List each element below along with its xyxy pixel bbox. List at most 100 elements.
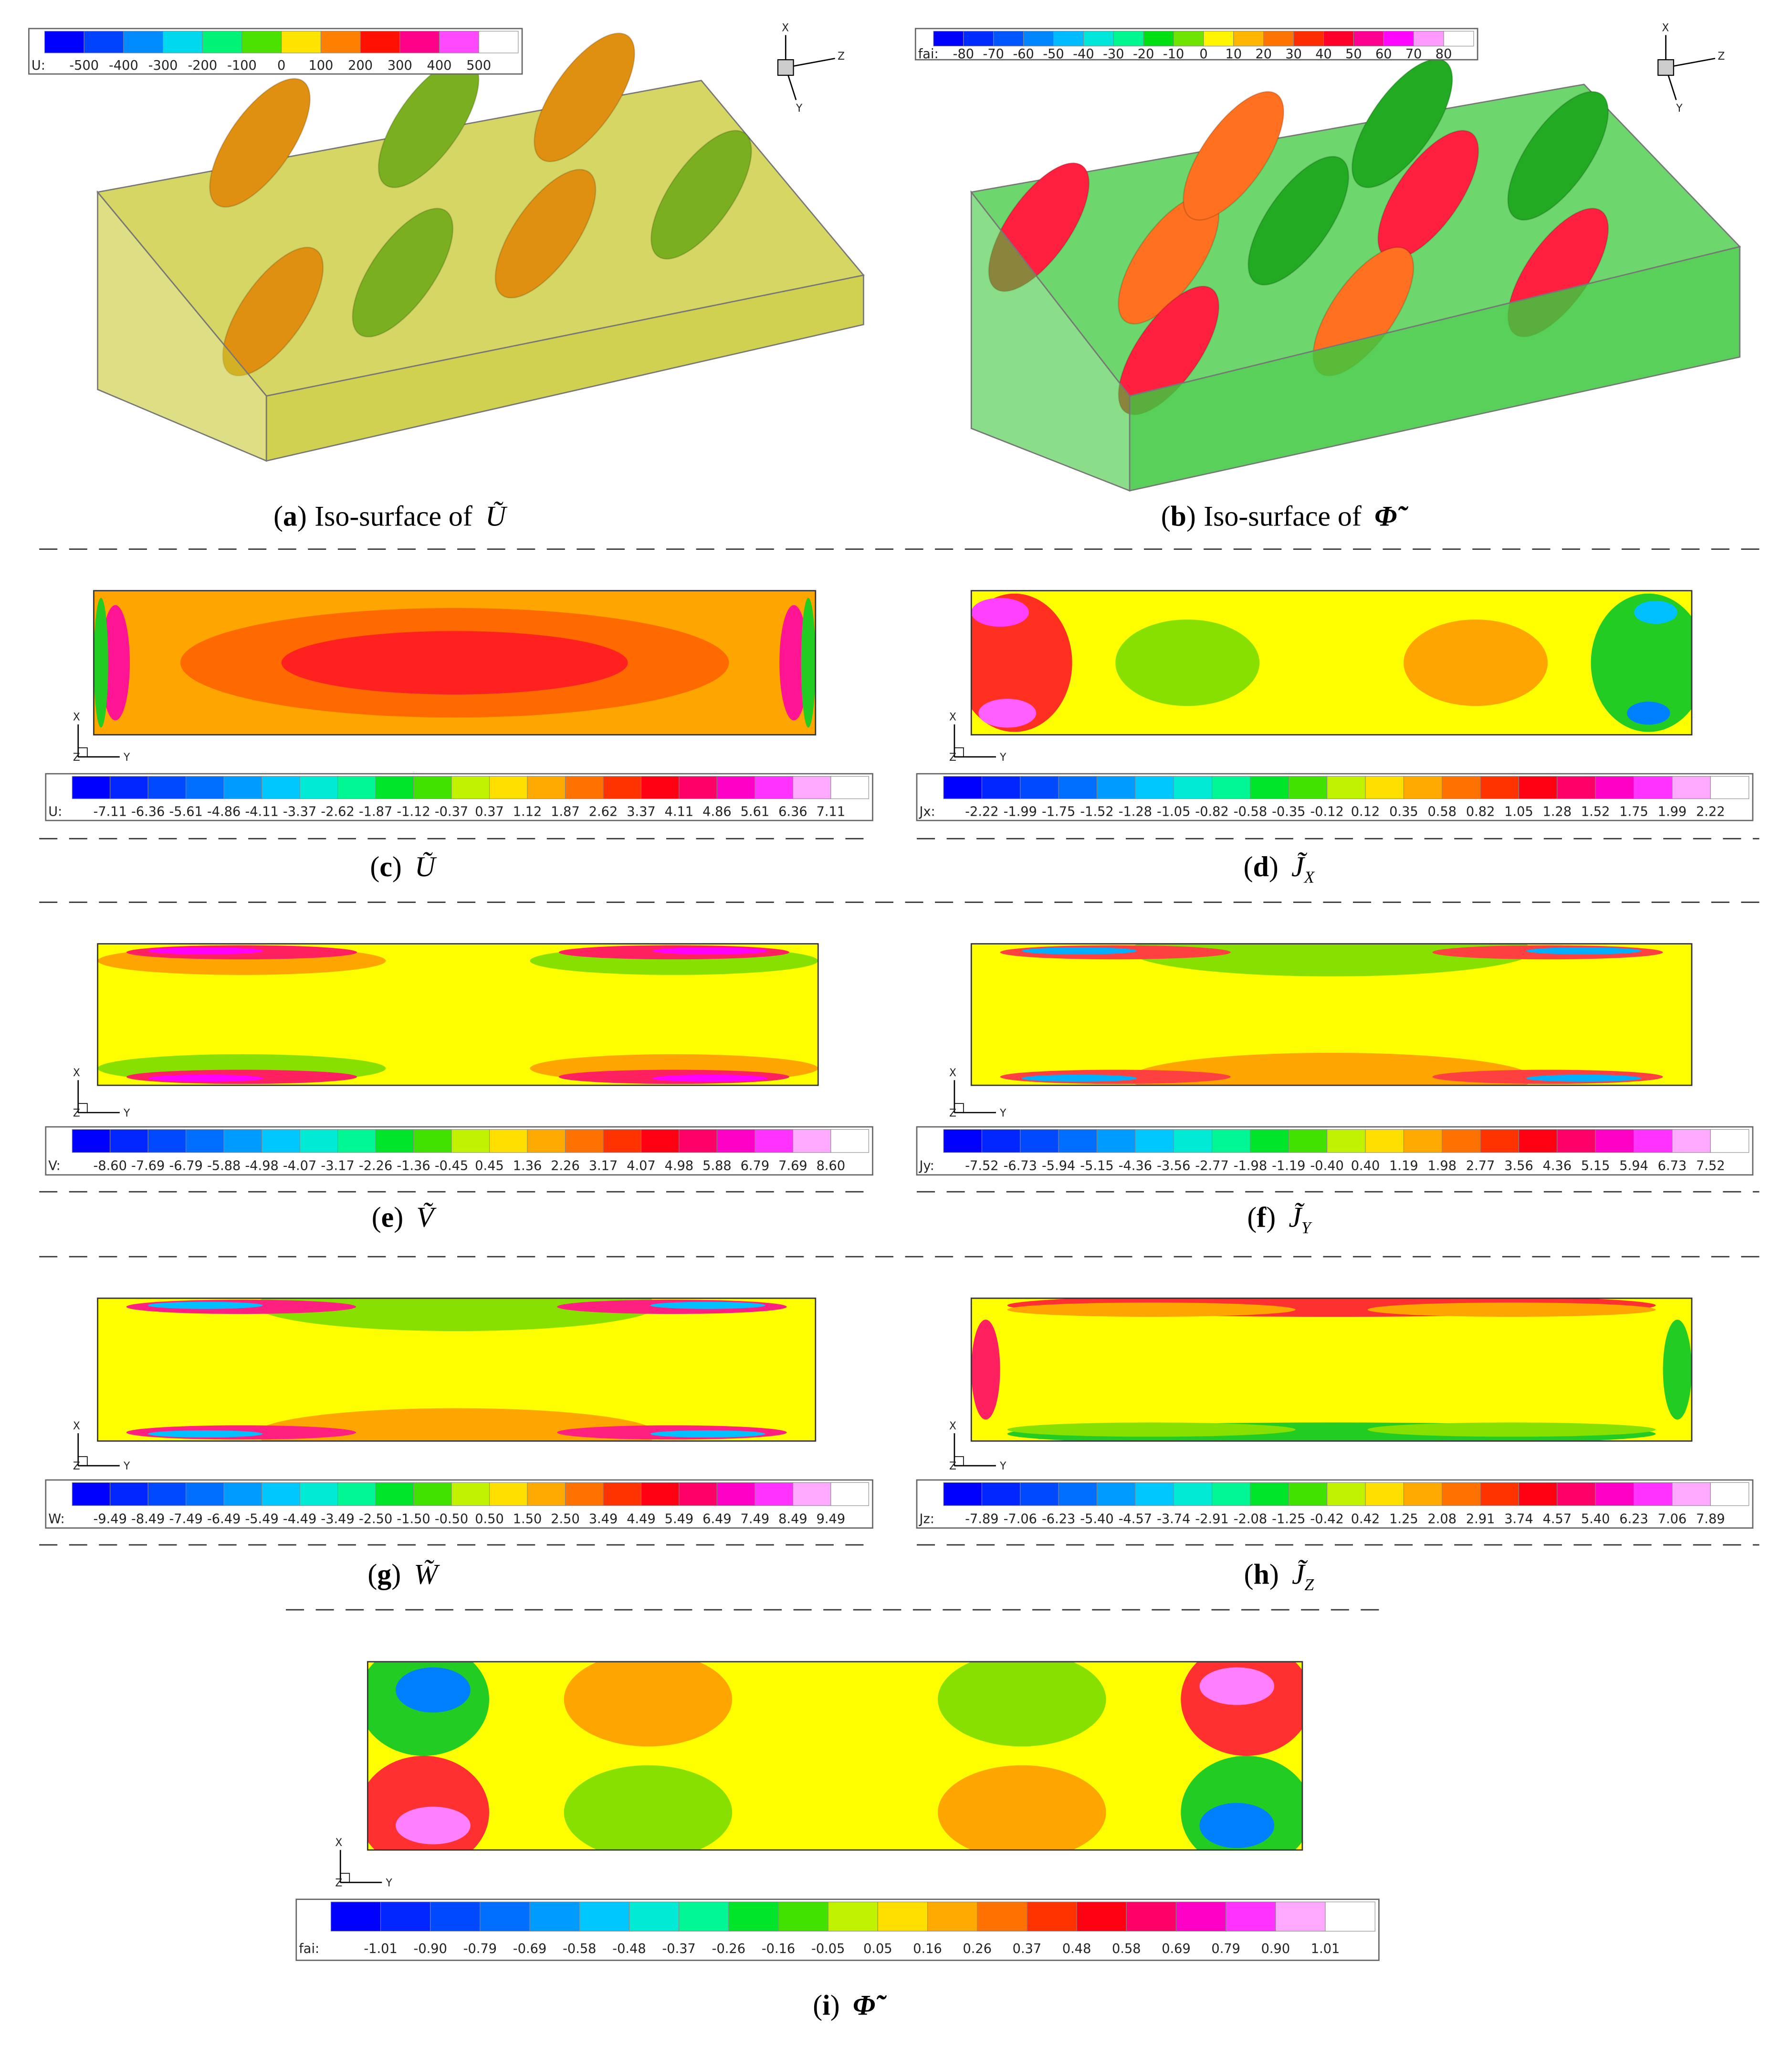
caption: (b) Iso-surface of Φ̃ <box>1161 501 1409 532</box>
contour-region <box>147 1430 263 1437</box>
colorbar-tick-label: -5.88 <box>207 1158 241 1173</box>
colorbar-cell <box>792 1129 831 1153</box>
contour-region <box>650 1430 765 1437</box>
colorbar-cell <box>603 1482 642 1506</box>
panel: X Z Y U: -500 -400 -300 -200 -100 0 100 200 300 400 50… <box>28 22 865 532</box>
colorbar-tick-label: 2.26 <box>551 1158 580 1173</box>
colorbar-cell <box>1518 1129 1558 1153</box>
contour-region <box>801 598 816 728</box>
colorbar-cell <box>1442 1482 1481 1506</box>
colorbar-tick-label: -1.28 <box>1119 804 1152 819</box>
colorbar-cell <box>1212 1482 1251 1506</box>
caption-paren: ) <box>1269 1559 1279 1590</box>
colorbar-cell <box>1288 1482 1328 1506</box>
colorbar-tick-label: 1.19 <box>1389 1158 1418 1173</box>
colorbar-tick-label: -200 <box>188 58 217 73</box>
colorbar-tick-label: -3.49 <box>321 1511 354 1526</box>
colorbar-cell <box>1096 1482 1136 1506</box>
caption-paren: ( <box>1244 851 1253 882</box>
colorbar-tick-label: 0.37 <box>475 804 504 819</box>
axis-label: X <box>73 712 80 724</box>
colorbar-cell <box>110 1129 148 1153</box>
colorbar-tick-label: -4.98 <box>245 1158 278 1173</box>
colorbar-tick-label: 400 <box>427 58 452 73</box>
colorbar-tick-label: 2.50 <box>551 1511 580 1526</box>
colorbar-cell <box>110 1482 148 1506</box>
colorbar-cell <box>1250 1129 1289 1153</box>
colorbar-cell <box>1020 1482 1059 1506</box>
colorbar-tick-label: -1.75 <box>1042 804 1075 819</box>
caption-letter: c <box>379 851 392 882</box>
colorbar-tick-label: 1.12 <box>513 804 542 819</box>
colorbar-variable: W: <box>48 1511 64 1526</box>
contour-region <box>1627 702 1670 725</box>
colorbar-cell <box>1480 1129 1520 1153</box>
colorbar-tick-label: 5.15 <box>1581 1158 1610 1173</box>
iso-surface <box>209 78 311 208</box>
contour-region <box>1526 947 1642 955</box>
colorbar-cell <box>72 776 111 799</box>
colorbar-tick-label: 100 <box>308 58 333 73</box>
colorbar-tick-label: 0.58 <box>1112 1941 1141 1956</box>
colorbar-cell <box>1595 776 1635 799</box>
panel: X Z Y Jz: -7.89 -7.06 -6.23 -5.40 -4.57 -3.74 -2.9… <box>916 1297 1754 1594</box>
colorbar-tick-label: 0.90 <box>1261 1941 1290 1956</box>
colorbar-cell <box>993 31 1024 47</box>
colorbar-tick-label: -50 <box>1043 47 1064 62</box>
colorbar-cell <box>337 776 376 799</box>
caption-text: Iso-surface of <box>314 501 472 532</box>
colorbar-tick-label: -40 <box>1073 47 1094 62</box>
colorbar-cell <box>1403 1482 1443 1506</box>
colorbar-tick-label: 2.08 <box>1427 1511 1457 1526</box>
colorbar-cell <box>565 1482 604 1506</box>
caption-letter: e <box>381 1202 394 1233</box>
colorbar-cell <box>299 1482 338 1506</box>
colorbar-cell <box>163 31 203 53</box>
caption-symbol: W̃ <box>414 1559 440 1590</box>
colorbar-cell <box>147 1482 187 1506</box>
contour-region <box>1526 1074 1642 1082</box>
colorbar-cell <box>439 31 479 53</box>
colorbar-cell <box>147 1129 187 1153</box>
contour-plot <box>971 944 1692 1086</box>
colorbar-cell <box>1518 1482 1558 1506</box>
colorbar-cell <box>1263 31 1294 47</box>
colorbar-cell <box>1250 776 1289 799</box>
colorbar-tick-label: 7.49 <box>741 1511 770 1526</box>
colorbar-cell <box>489 1482 528 1506</box>
colorbar-tick-label: 6.36 <box>778 804 807 819</box>
colorbar-cell <box>1212 1129 1251 1153</box>
colorbar-cell <box>1442 1129 1481 1153</box>
colorbar-cell <box>728 1901 779 1931</box>
contour-region <box>564 1765 733 1850</box>
colorbar-cell <box>375 776 414 799</box>
colorbar-tick-label: -2.26 <box>359 1158 392 1173</box>
colorbar-tick-label: 5.88 <box>702 1158 732 1173</box>
colorbar-tick-label: 0.45 <box>475 1158 504 1173</box>
colorbar-tick-label: 4.98 <box>665 1158 694 1173</box>
colorbar-cell <box>1403 776 1443 799</box>
colorbar-cell <box>1595 1129 1635 1153</box>
axis-label: Z <box>1718 51 1725 63</box>
colorbar-tick-label: -0.37 <box>662 1941 695 1956</box>
contour-region <box>1367 1302 1656 1317</box>
colorbar-tick-label: 3.74 <box>1504 1511 1533 1526</box>
colorbar-cell <box>1634 776 1673 799</box>
colorbar-cell <box>527 1129 566 1153</box>
colorbar-variable: Jy: <box>918 1158 934 1173</box>
colorbar-cell <box>1076 1901 1127 1931</box>
colorbar-cell <box>1403 1129 1443 1153</box>
colorbar-tick-label: 0.50 <box>475 1511 504 1526</box>
colorbar-tick-label: 7.06 <box>1658 1511 1687 1526</box>
colorbar-cell <box>1518 776 1558 799</box>
colorbar-cell <box>1595 1482 1635 1506</box>
caption-paren: ( <box>370 851 379 882</box>
colorbar-tick-label: -5.15 <box>1080 1158 1113 1173</box>
colorbar-tick-label: -0.26 <box>712 1941 745 1956</box>
colorbar-cell <box>1113 31 1144 47</box>
colorbar-cell <box>110 776 148 799</box>
colorbar-tick-label: 6.79 <box>741 1158 770 1173</box>
caption: (g) W̃ <box>367 1559 440 1590</box>
